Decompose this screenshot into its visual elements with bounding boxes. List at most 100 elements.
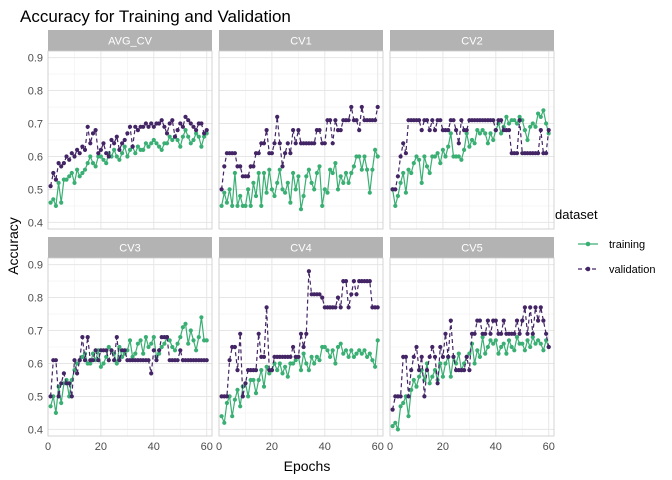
data-point-training [406,167,411,172]
data-point-training [230,203,235,208]
data-point-training [411,377,416,383]
series-line-validation [392,307,550,410]
data-point-validation [175,128,180,133]
data-point-validation [183,114,188,119]
data-point-validation [398,154,403,159]
data-point-validation [125,131,130,136]
data-point-validation [167,121,172,126]
data-point-training [114,154,119,159]
data-point-training [304,174,309,179]
data-point-validation [219,187,224,192]
data-point-validation [390,407,395,412]
data-point-validation [232,151,237,156]
data-point-validation [90,131,96,136]
data-point-training [488,131,493,136]
data-point-validation [346,118,351,123]
data-point-training [127,147,133,152]
data-point-training [164,141,170,146]
strip-background [219,237,383,258]
data-point-training [141,351,146,356]
data-point-training [522,348,528,353]
data-point-validation [283,151,288,156]
data-point-training [162,341,167,346]
data-point-training [149,341,154,346]
data-point-training [112,147,117,152]
data-point-validation [72,358,77,363]
data-point-validation [322,141,327,146]
data-point-training [98,364,103,369]
data-point-training [238,404,243,409]
data-point-training [267,167,272,172]
series-validation [48,335,209,399]
data-point-training [509,344,514,350]
data-point-validation [56,394,61,399]
data-point-validation [238,331,243,336]
x-tick-label: 20 [266,441,278,453]
data-point-training [475,128,480,133]
y-tick-label: 0.5 [28,184,43,196]
data-point-validation [485,318,490,323]
data-point-validation [59,164,64,169]
data-point-training [48,404,53,409]
data-point-validation [151,124,156,129]
data-point-training [483,351,488,356]
data-point-validation [56,161,61,166]
data-point-validation [178,121,183,126]
data-point-validation [77,151,82,156]
data-point-training [291,361,296,366]
data-point-training [243,203,248,208]
data-point-validation [533,305,538,310]
y-tick-label: 0.5 [28,391,43,403]
data-point-training [151,335,156,340]
data-point-training [186,341,191,346]
y-tick-label: 0.6 [28,358,43,370]
data-point-training [373,364,378,369]
data-point-training [365,167,370,172]
data-point-validation [240,394,245,399]
data-point-training [199,144,204,149]
data-point-training [499,131,504,136]
data-point-training [277,361,282,366]
y-tick-label: 0.8 [28,293,43,305]
data-point-training [514,121,520,126]
data-point-training [359,167,364,172]
data-point-training [159,344,164,350]
data-point-validation [395,174,400,179]
data-point-training [88,154,93,159]
data-point-training [157,351,162,356]
data-point-training [291,170,296,176]
data-point-training [493,338,498,343]
series-line-validation [221,271,378,397]
data-point-validation [517,118,522,123]
data-point-training [75,167,80,172]
data-point-training [544,121,549,126]
data-point-validation [149,121,154,126]
data-point-training [390,424,395,429]
data-point-validation [253,368,259,373]
data-point-training [456,351,461,356]
data-point-validation [446,354,451,359]
data-point-training [283,190,288,195]
data-point-validation [120,141,125,146]
data-point-training [491,341,496,346]
data-point-training [264,364,269,369]
data-point-training [146,344,151,350]
data-point-training [170,344,175,350]
data-point-training [506,121,512,126]
data-point-training [440,374,445,379]
data-point-training [202,134,207,139]
data-point-training [414,154,419,159]
data-point-training [298,207,304,212]
data-point-training [170,137,175,143]
x-tick-label: 40 [148,441,160,453]
data-point-training [375,338,380,343]
data-point-training [98,154,103,159]
data-point-validation [75,147,80,152]
data-point-training [409,170,414,176]
data-point-validation [101,141,106,146]
x-tick-label: 60 [201,441,213,453]
data-point-training [346,354,351,359]
data-point-validation [93,348,98,353]
data-point-training [477,131,482,136]
